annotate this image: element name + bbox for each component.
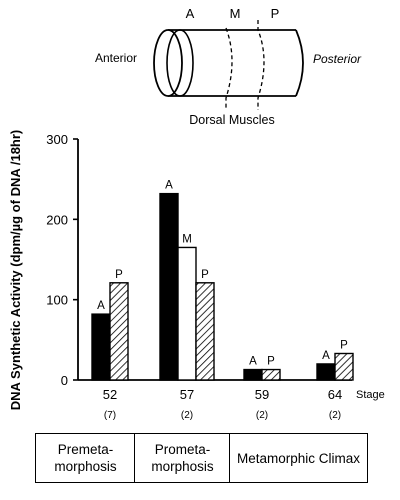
cut-line-am — [225, 27, 233, 108]
bar-stage-57-m — [177, 246, 197, 381]
y-axis-label: DNA Synthetic Activity (dpm/µg of DNA /1… — [8, 130, 23, 411]
bar-stage-52-p — [109, 282, 129, 381]
cut-line-mp — [257, 20, 265, 110]
bar-stage-59-a — [243, 368, 263, 381]
stage-label: 52 — [103, 387, 117, 402]
phase-premetamorphosis: Premeta- morphosis — [35, 433, 136, 483]
phase-label: Prometa- morphosis — [151, 442, 214, 474]
region-label-a: A — [186, 6, 195, 21]
stage-label: 59 — [255, 387, 269, 402]
sample-size-label: (2) — [329, 410, 341, 421]
bar-region-label: A — [97, 300, 105, 312]
sample-size-label: (7) — [104, 410, 116, 421]
sample-size-label: (2) — [256, 410, 268, 421]
anterior-label: Anterior — [95, 51, 137, 65]
bar-stage-64-a — [316, 363, 336, 381]
bar-stage-57-a — [159, 192, 179, 381]
y-tick-label: 300 — [46, 132, 68, 147]
cylinder-front-rim-inner — [166, 29, 194, 97]
cylinder-body — [168, 29, 296, 97]
stage-label: 57 — [180, 387, 194, 402]
cylinder-back-end — [295, 29, 304, 97]
bar-stage-64-p — [334, 352, 354, 381]
region-label-m: M — [230, 6, 241, 21]
bar-region-label: A — [322, 350, 330, 362]
phase-prometamorphosis: Prometa- morphosis — [134, 433, 231, 483]
y-tick-label: 200 — [46, 212, 68, 227]
phase-label: Metamorphic Climax — [236, 450, 361, 466]
cylinder-front-rim — [153, 29, 183, 97]
bar-region-label: P — [201, 269, 209, 281]
bar-stage-52-a — [91, 313, 111, 381]
y-tick-label: 0 — [61, 373, 68, 388]
bar-stage-59-p — [261, 368, 281, 381]
y-ticks: 0 100 200 300 — [46, 132, 78, 388]
muscle-diagram: A M P Anterior Posterior Dorsal Muscles — [95, 6, 362, 127]
posterior-label: Posterior — [313, 52, 362, 66]
stage-labels: 52 (7) 57 (2) 59 (2) 64 (2) — [103, 387, 342, 421]
bar-region-label: P — [115, 269, 123, 281]
bar-region-label: A — [165, 180, 173, 192]
phase-label: Premeta- morphosis — [54, 442, 117, 474]
bar-region-label: M — [182, 233, 192, 245]
dorsal-muscles-label: Dorsal Muscles — [189, 113, 274, 127]
bar-region-label: P — [340, 339, 348, 351]
sample-size-label: (2) — [181, 410, 193, 421]
bar-stage-57-p — [195, 282, 215, 381]
x-axis-label: Stage — [356, 389, 385, 401]
bar-region-label: A — [249, 356, 257, 368]
y-tick-label: 100 — [46, 293, 68, 308]
bar-region-label: P — [267, 356, 275, 368]
region-label-p: P — [271, 6, 280, 21]
phase-metamorphic-climax: Metamorphic Climax — [229, 433, 368, 483]
stage-label: 64 — [328, 387, 342, 402]
